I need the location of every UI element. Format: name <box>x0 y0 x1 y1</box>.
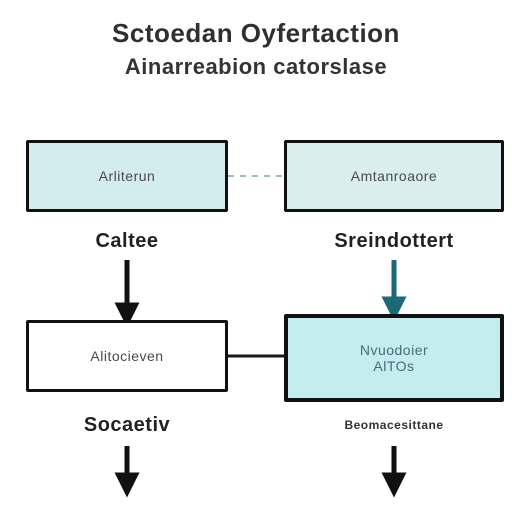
title-line-1: Sctoedan Oyfertaction <box>0 18 512 49</box>
node-label: Nvuodoier <box>360 342 428 358</box>
node-n3: Alitocieven <box>26 320 228 392</box>
diagram-canvas: Sctoedan Oyfertaction Ainarreabion cator… <box>0 0 512 512</box>
node-sublabel: AlTOs <box>373 358 414 374</box>
caption-c4: Beomacesittane <box>284 418 504 432</box>
caption-c2: Sreindottert <box>284 230 504 253</box>
node-n1: Arliterun <box>26 140 228 212</box>
node-n4: NvuodoierAlTOs <box>284 314 504 402</box>
caption-c1: Caltee <box>26 230 228 253</box>
caption-c3: Socaetiv <box>26 414 228 437</box>
node-n2: Amtanroaore <box>284 140 504 212</box>
title-line-2: Ainarreabion catorslase <box>0 54 512 80</box>
